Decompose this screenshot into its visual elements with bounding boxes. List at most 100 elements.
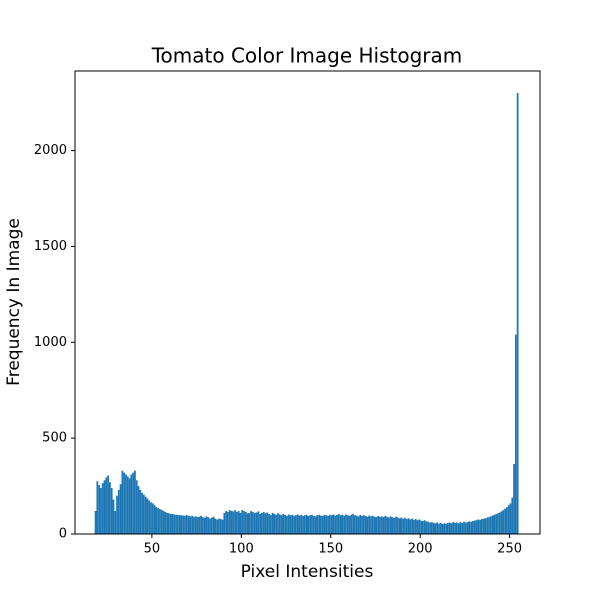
bar [237,510,240,534]
bar [302,515,304,534]
bar [146,498,149,534]
bar [497,513,499,534]
bar [370,516,372,534]
bar [434,523,437,534]
bar [166,512,168,534]
bar [491,515,494,534]
bar [509,503,512,534]
bar [488,517,490,534]
bar [386,516,388,534]
bar [141,492,143,534]
bar [321,515,324,534]
bar [253,512,256,534]
bar [117,489,120,534]
bar [486,517,489,534]
bar [393,517,396,534]
bar [409,519,412,534]
bar [516,93,519,535]
y-tick-label: 500 [42,431,67,446]
bar [320,515,322,534]
bar [423,520,426,534]
bar [443,523,446,534]
bar [325,515,328,534]
bar [227,511,229,534]
bar [193,516,195,534]
bar [473,520,476,534]
bar [232,511,235,534]
bar [328,514,331,534]
plot-frame [74,70,541,535]
bar [103,480,106,534]
bar [269,514,272,534]
bar [400,517,403,534]
bar [420,520,422,534]
bar [459,522,462,534]
bar [368,515,371,534]
bar [98,485,101,534]
bar [468,521,471,534]
bar [455,522,458,534]
bar [184,515,186,534]
bar [461,522,464,534]
bar [96,481,99,534]
bar [513,464,515,534]
bar [221,519,224,534]
bar [384,515,387,534]
bar [334,515,337,534]
bar [289,515,292,534]
bar [187,515,190,534]
bar [182,515,185,534]
bar [463,521,465,534]
bar [128,478,131,534]
y-tick-label: 1500 [34,239,67,254]
bar [475,520,478,534]
bar [502,510,505,534]
bar [278,514,281,534]
bar [364,515,367,534]
bar [343,515,346,534]
bar [214,518,217,534]
bar [168,513,170,534]
bar [171,513,174,534]
bar [436,522,439,534]
bar [216,519,219,534]
x-tick-label: 150 [318,542,343,557]
bar [123,472,126,534]
bar [391,517,394,534]
bar [248,512,251,534]
bar [489,516,492,534]
bar [239,512,242,534]
bar [421,520,424,534]
bar [464,522,467,534]
bar [296,514,299,534]
bar [330,515,333,534]
bar [142,494,145,534]
bar [425,521,428,534]
bar [294,515,297,534]
bar [203,517,206,534]
bar [275,514,278,534]
bar [271,512,274,534]
bar [139,489,142,534]
bar [506,507,508,534]
bar [307,515,310,534]
bar [218,518,220,534]
y-tick-label: 2000 [34,143,67,158]
bar [327,515,329,534]
bar [137,486,140,534]
bar [357,516,360,534]
bar [125,474,127,534]
bar [402,518,405,534]
bar [169,513,172,534]
bar [130,474,133,534]
bar [255,512,258,534]
bar [108,482,111,534]
bar [201,517,204,534]
bar [246,513,249,534]
bar [194,516,197,534]
bar [119,484,122,534]
bar [418,519,421,534]
bar [241,510,244,534]
bar [176,514,179,534]
bar [185,514,188,534]
